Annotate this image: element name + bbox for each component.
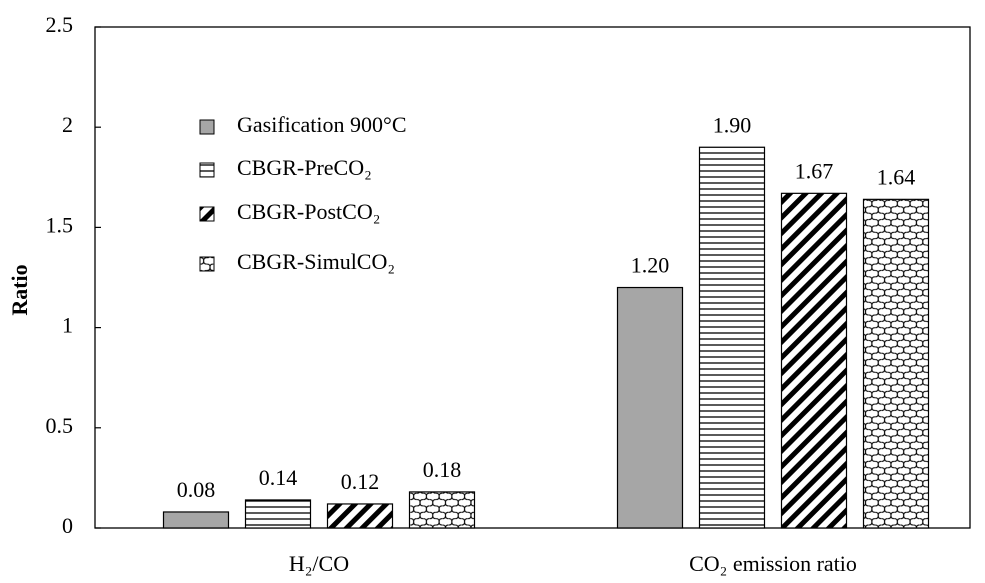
bar [698,146,766,529]
bar [162,511,230,529]
bar [244,499,312,529]
value-label: 1.67 [795,158,834,183]
bar [326,503,394,529]
value-label: 0.14 [259,465,298,490]
y-axis-label: Ratio [7,264,32,315]
legend-label: CBGR-SimulCO₂ [237,249,395,274]
legend-label: CBGR-PostCO₂ [237,199,380,224]
bar [616,286,684,529]
y-tick-label: 2.5 [46,12,74,37]
plot-frame [94,26,971,529]
value-label: 0.18 [423,457,462,482]
legend-label: Gasification 900°C [237,112,407,137]
y-tick-label: 0.5 [46,413,74,438]
bar [780,192,848,529]
value-label: 1.90 [713,112,752,137]
legend-swatch [199,119,215,135]
bar [408,491,476,529]
y-tick-label: 0 [62,513,73,538]
legend-swatch [199,256,215,272]
value-label: 0.12 [341,469,380,494]
bar [862,198,930,529]
y-tick-label: 1.5 [46,212,74,237]
legend-swatch [199,162,215,178]
legend-label: CBGR-PreCO₂ [237,155,372,180]
x-tick-label: CO₂ emission ratio [689,551,857,576]
x-tick-label: H₂/CO [289,551,349,576]
value-label: 0.08 [177,477,216,502]
value-label: 1.20 [631,253,670,278]
y-tick-label: 2 [62,112,73,137]
legend-swatch [199,206,215,222]
value-label: 1.64 [877,164,916,189]
y-tick-label: 1 [62,313,73,338]
